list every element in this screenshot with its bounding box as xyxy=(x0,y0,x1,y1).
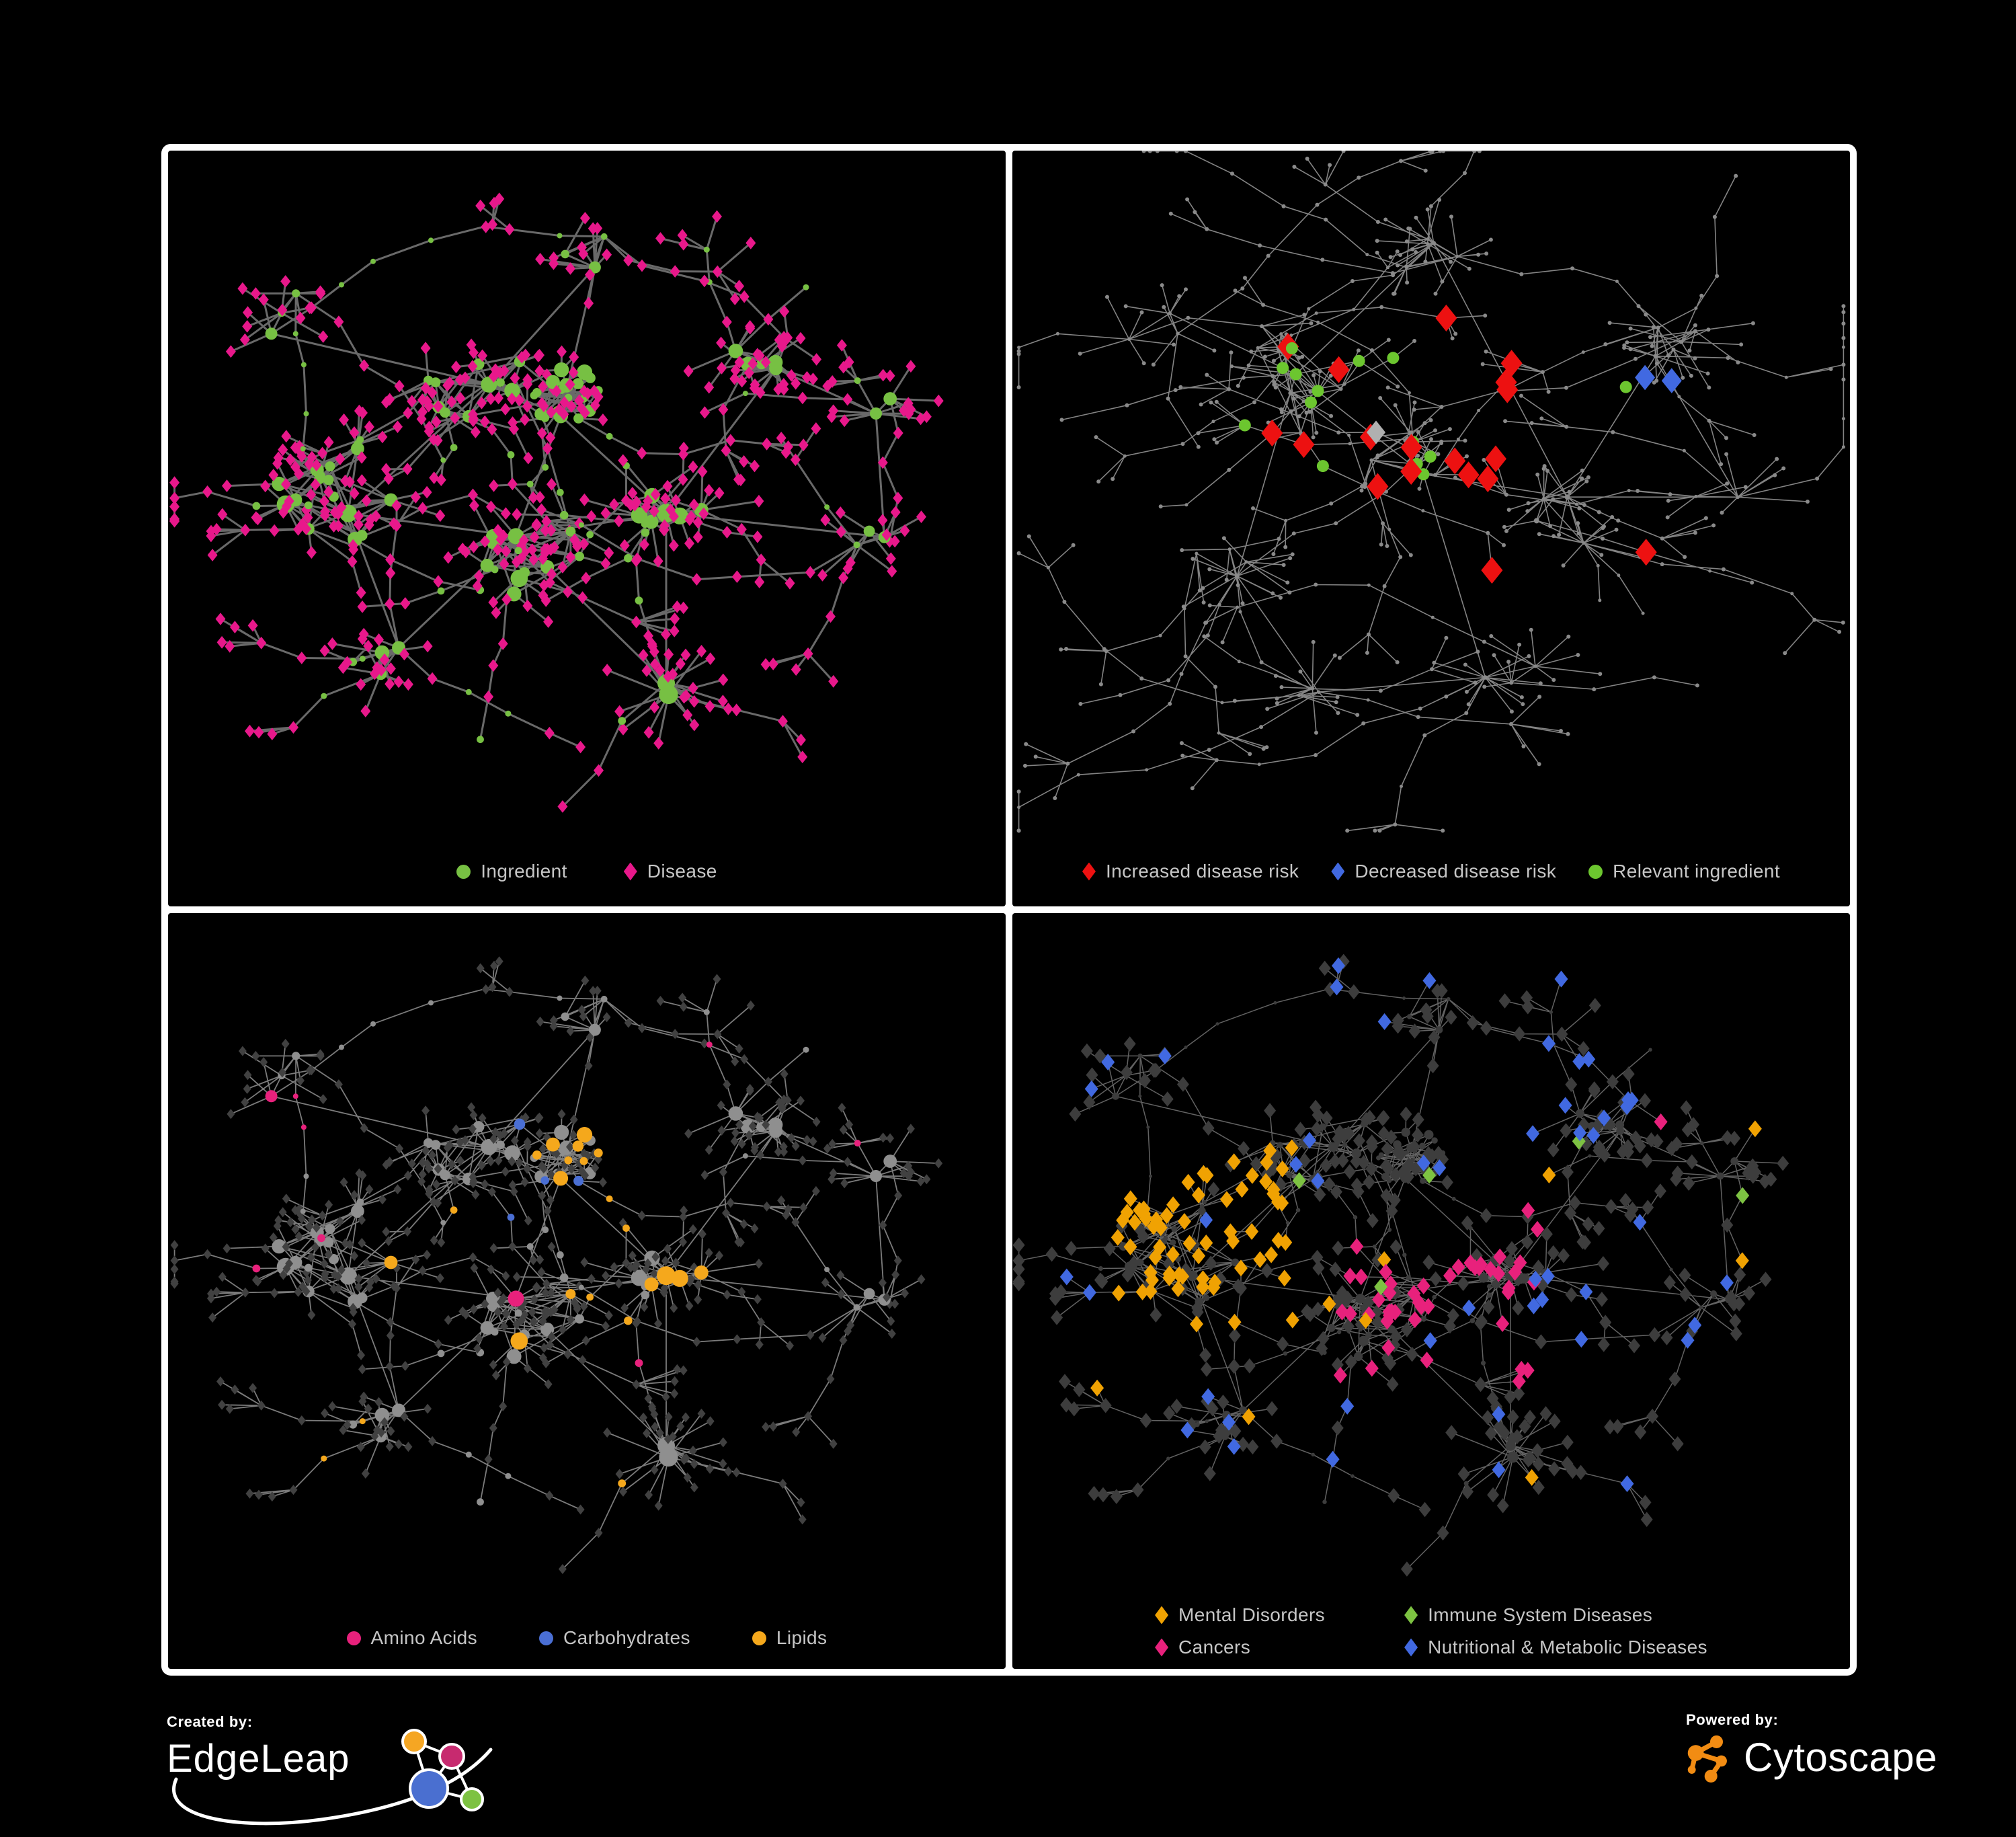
legend-label-amino-acids: Amino Acids xyxy=(370,1627,478,1648)
carbohydrates-marker-icon xyxy=(539,1631,554,1645)
panel-disease-classes: Mental Disorders Immune System Diseases … xyxy=(1012,913,1850,1669)
powered-by-label: Powered by: xyxy=(1686,1711,1779,1728)
cytoscape-logo-icon xyxy=(1687,1735,1727,1783)
legend-label-carbohydrates: Carbohydrates xyxy=(563,1627,690,1648)
ingredient-classes-network-graph xyxy=(170,956,943,1574)
panel-grid: Ingredient Disease Increased disease ris… xyxy=(161,144,1857,1676)
legend-item-nutritional-metabolic: Nutritional & Metabolic Diseases xyxy=(1404,1637,1707,1658)
legend-label-disease: Disease xyxy=(647,861,717,882)
legend-label-immune-diseases: Immune System Diseases xyxy=(1428,1604,1653,1625)
legend-label-ingredient: Ingredient xyxy=(481,861,567,882)
cytoscape-credit: Powered by: Cytoscape xyxy=(1686,1711,1937,1783)
legend-item-carbohydrates: Carbohydrates xyxy=(539,1627,690,1649)
legend-item-ingredient: Ingredient xyxy=(456,861,567,882)
legend-item-disease: Disease xyxy=(623,861,717,882)
panel-ingredient-classes: Amino Acids Carbohydrates Lipids xyxy=(168,913,1006,1669)
panel-disease-risk: Increased disease risk Decreased disease… xyxy=(1012,151,1850,906)
edgeleap-brand-row: EdgeLeap xyxy=(167,1729,503,1826)
cytoscape-brand-row: Cytoscape xyxy=(1686,1731,1937,1783)
legend-label-mental-disorders: Mental Disorders xyxy=(1178,1604,1326,1625)
legend-label-nutritional-metabolic: Nutritional & Metabolic Diseases xyxy=(1428,1637,1707,1657)
legend-label-decreased-risk: Decreased disease risk xyxy=(1355,861,1557,882)
decreased-risk-marker-icon xyxy=(1331,862,1345,881)
disease-risk-legend: Increased disease risk Decreased disease… xyxy=(1012,861,1850,882)
legend-item-amino-acids: Amino Acids xyxy=(346,1627,478,1649)
legend-label-increased-risk: Increased disease risk xyxy=(1105,861,1299,882)
legend-item-increased-risk: Increased disease risk xyxy=(1082,861,1299,882)
edgeleap-logo-icon xyxy=(172,1729,493,1826)
ingredient-classes-legend: Amino Acids Carbohydrates Lipids xyxy=(168,1627,1006,1649)
disease-classes-network-graph xyxy=(1012,953,1789,1577)
ingredient-marker-icon xyxy=(456,864,471,879)
panel-ingredient-disease: Ingredient Disease xyxy=(168,151,1006,906)
ingredient-disease-network-graph xyxy=(169,192,944,813)
mental-disorders-marker-icon xyxy=(1155,1606,1169,1625)
ingredient-disease-legend: Ingredient Disease xyxy=(168,861,1006,882)
legend-item-mental-disorders: Mental Disorders xyxy=(1155,1604,1325,1626)
lipids-marker-icon xyxy=(752,1631,766,1645)
nutritional-metabolic-marker-icon xyxy=(1404,1638,1418,1657)
disease-classes-legend: Mental Disorders Immune System Diseases … xyxy=(1012,1604,1850,1658)
disease-marker-icon xyxy=(623,862,637,881)
legend-label-relevant-ingredient: Relevant ingredient xyxy=(1613,861,1781,882)
cancers-marker-icon xyxy=(1155,1638,1169,1657)
edgeleap-credit: Created by: EdgeLeap xyxy=(167,1713,503,1826)
legend-item-lipids: Lipids xyxy=(752,1627,828,1649)
legend-label-lipids: Lipids xyxy=(776,1627,828,1648)
disease-risk-network-graph xyxy=(1016,151,1846,833)
legend-label-cancers: Cancers xyxy=(1178,1637,1251,1657)
legend-item-cancers: Cancers xyxy=(1155,1637,1325,1658)
cytoscape-wordmark: Cytoscape xyxy=(1744,1734,1937,1780)
relevant-ingredient-marker-icon xyxy=(1588,864,1603,879)
created-by-label: Created by: xyxy=(167,1713,253,1730)
legend-item-immune-diseases: Immune System Diseases xyxy=(1404,1604,1707,1626)
legend-item-decreased-risk: Decreased disease risk xyxy=(1331,861,1556,882)
edgeleap-wordmark: EdgeLeap xyxy=(167,1737,350,1781)
legend-item-relevant-ingredient: Relevant ingredient xyxy=(1588,861,1780,882)
increased-risk-marker-icon xyxy=(1082,862,1096,881)
amino-acids-marker-icon xyxy=(346,1631,361,1645)
immune-diseases-marker-icon xyxy=(1404,1606,1418,1625)
